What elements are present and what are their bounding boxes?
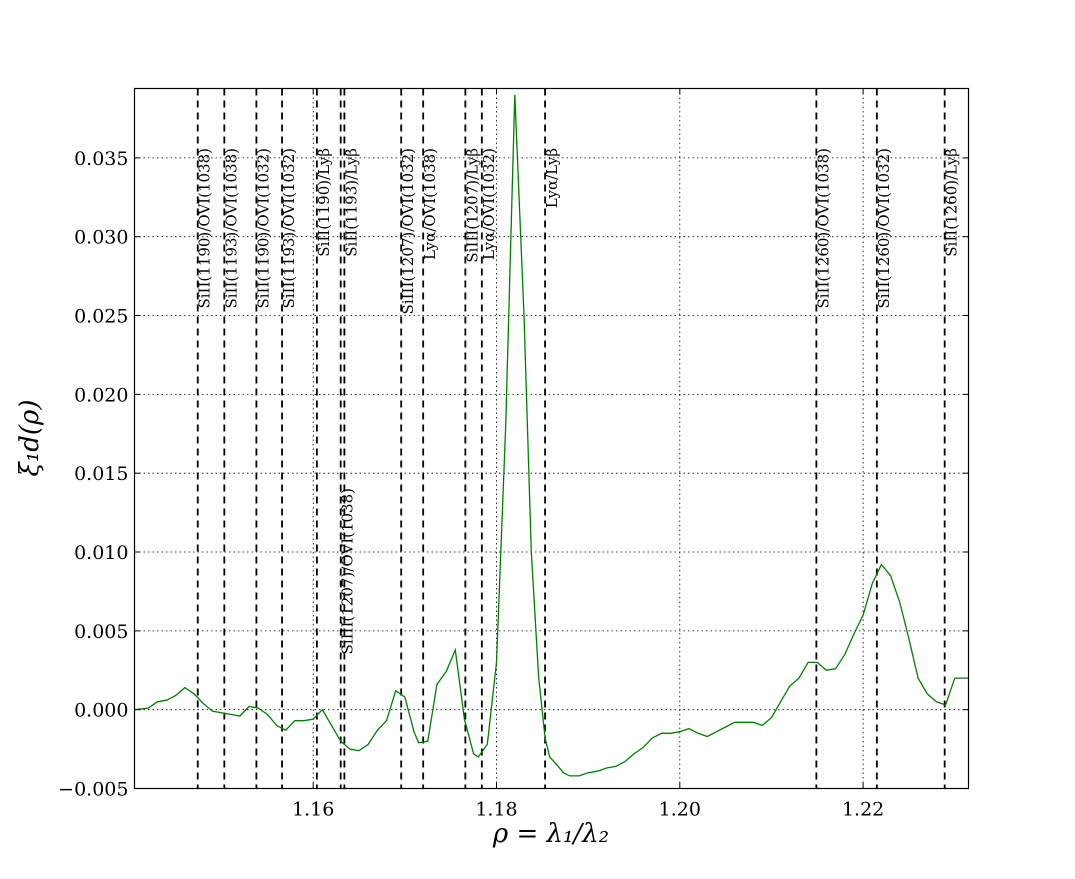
reference-line-label: Lyα/Lyβ: [543, 148, 561, 208]
reference-line-label: SiII(1190)/OVI(1038): [196, 148, 214, 309]
reference-line-label: SiII(1260)/OVI(1032): [875, 148, 893, 309]
y-tick-label: 0.025: [74, 306, 128, 328]
y-tick-label: 0.035: [74, 148, 128, 170]
x-tick-label: 1.18: [475, 799, 517, 821]
reference-line-labels: SiII(1190)/OVI(1038) SiII(1193)/OVI(1038)…: [196, 148, 961, 654]
reference-line-label: SiII(1193)/Lyβ: [342, 148, 360, 257]
series-line: [134, 94, 969, 777]
axis-ticks: −0.005 0.000 0.005 0.010 0.015 0.020 0.025 0.03…: [58, 88, 969, 821]
reference-line-label: SiII(1260)/Lyβ: [943, 148, 961, 257]
reference-lines: [196, 88, 946, 789]
reference-line-label: SiIII(1207)/OVI(1032): [399, 148, 417, 314]
reference-line-label: Lyα/OVI(1038): [421, 148, 439, 260]
reference-line-label: SiII(1193)/OVI(1038): [222, 148, 240, 309]
y-tick-label: 0.000: [74, 700, 128, 722]
y-tick-label: 0.015: [74, 463, 128, 485]
reference-line-label: SiIII(1207)/OVI(1038): [339, 488, 357, 654]
reference-line-label: SiII(1193)/OVI(1032): [280, 148, 298, 309]
y-tick-label: 0.005: [74, 621, 128, 643]
x-tick-label: 1.20: [659, 799, 701, 821]
reference-line-label: SiIII(1207)/Lyβ: [463, 148, 481, 263]
x-tick-label: 1.16: [292, 799, 334, 821]
y-axis-label: ξ₁d(ρ): [15, 400, 45, 477]
reference-line-label: SiII(1190)/Lyβ: [315, 148, 333, 257]
data-series: [134, 94, 969, 777]
x-tick-label: 1.22: [842, 799, 884, 821]
y-tick-label: −0.005: [58, 779, 128, 801]
y-tick-label: 0.010: [74, 542, 128, 564]
y-tick-label: 0.030: [74, 227, 128, 249]
reference-line-label: Lyα/OVI(1032): [480, 148, 498, 260]
plot-frame: [133, 87, 970, 790]
reference-line-label: SiII(1260)/OVI(1038): [814, 148, 832, 309]
y-tick-label: 0.020: [74, 384, 128, 406]
reference-line-label: SiII(1190)/OVI(1032): [254, 148, 272, 309]
x-axis-label: ρ = λ₁/λ₂: [492, 819, 609, 849]
